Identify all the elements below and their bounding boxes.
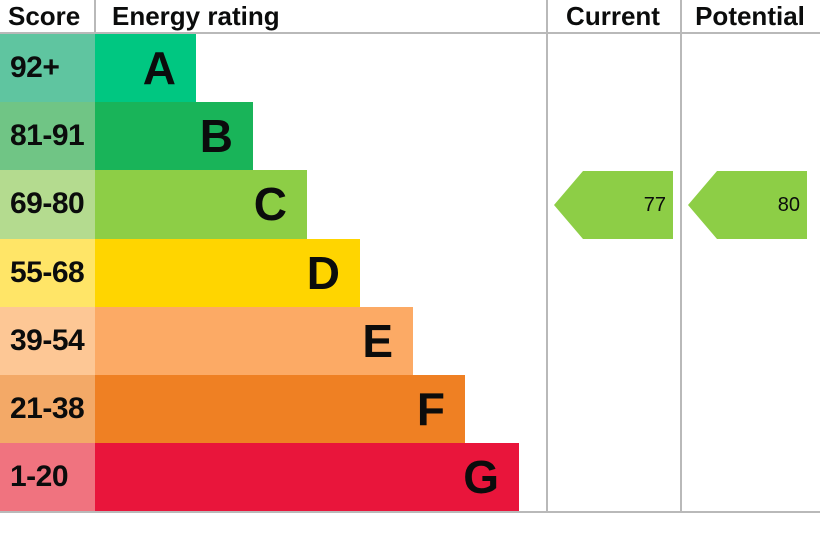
rating-bar-g: G bbox=[95, 443, 519, 512]
score-range-label: 92+ bbox=[10, 51, 60, 85]
score-cell-a: 92+ bbox=[0, 34, 95, 103]
band-row-a: 92+ A bbox=[0, 34, 547, 103]
rating-bar-b: B bbox=[95, 102, 253, 171]
rating-bar-d: D bbox=[95, 238, 360, 307]
rating-bar-c: C bbox=[95, 170, 307, 239]
potential-column-divider-line bbox=[680, 0, 682, 511]
rating-letter: F bbox=[416, 383, 445, 436]
header-divider-line bbox=[0, 32, 820, 34]
score-range-label: 39-54 bbox=[10, 323, 85, 357]
band-row-e: 39-54 E bbox=[0, 306, 547, 375]
rating-letter: G bbox=[463, 451, 499, 504]
band-row-g: 1-20 G bbox=[0, 443, 547, 512]
current-rating-arrow: 77 bbox=[554, 171, 673, 239]
score-column-header: Score bbox=[8, 1, 81, 31]
score-range-label: 21-38 bbox=[10, 392, 85, 426]
score-cell-g: 1-20 bbox=[0, 443, 95, 512]
current-rating-value: 77 bbox=[643, 193, 666, 216]
energy-rating-column-header: Energy rating bbox=[112, 1, 280, 31]
rating-letter: E bbox=[362, 314, 393, 367]
band-row-c: 69-80 C bbox=[0, 170, 547, 239]
rating-letter: B bbox=[199, 110, 233, 163]
score-header-divider-line bbox=[94, 0, 96, 32]
potential-column-header: Potential bbox=[695, 1, 805, 31]
current-column-header: Current bbox=[566, 1, 660, 31]
rating-bar-e: E bbox=[95, 306, 413, 375]
rating-bar-a: A bbox=[95, 34, 196, 103]
score-range-label: 69-80 bbox=[10, 187, 85, 221]
score-range-label: 1-20 bbox=[10, 460, 69, 494]
band-row-d: 55-68 D bbox=[0, 238, 547, 307]
score-cell-d: 55-68 bbox=[0, 238, 95, 307]
rating-bar-f: F bbox=[95, 375, 465, 444]
band-row-f: 21-38 F bbox=[0, 375, 547, 444]
potential-rating-value: 80 bbox=[777, 193, 800, 216]
rating-letter: D bbox=[306, 246, 340, 299]
score-cell-b: 81-91 bbox=[0, 102, 95, 171]
score-cell-c: 69-80 bbox=[0, 170, 95, 239]
chart-baseline bbox=[0, 511, 820, 513]
rating-letter: A bbox=[142, 42, 176, 95]
band-row-b: 81-91 B bbox=[0, 102, 547, 171]
current-column-divider-line bbox=[546, 0, 548, 511]
potential-rating-arrow: 80 bbox=[688, 171, 807, 239]
score-cell-e: 39-54 bbox=[0, 306, 95, 375]
score-range-label: 81-91 bbox=[10, 119, 85, 153]
score-cell-f: 21-38 bbox=[0, 375, 95, 444]
score-range-label: 55-68 bbox=[10, 255, 85, 289]
rating-letter: C bbox=[253, 178, 287, 231]
